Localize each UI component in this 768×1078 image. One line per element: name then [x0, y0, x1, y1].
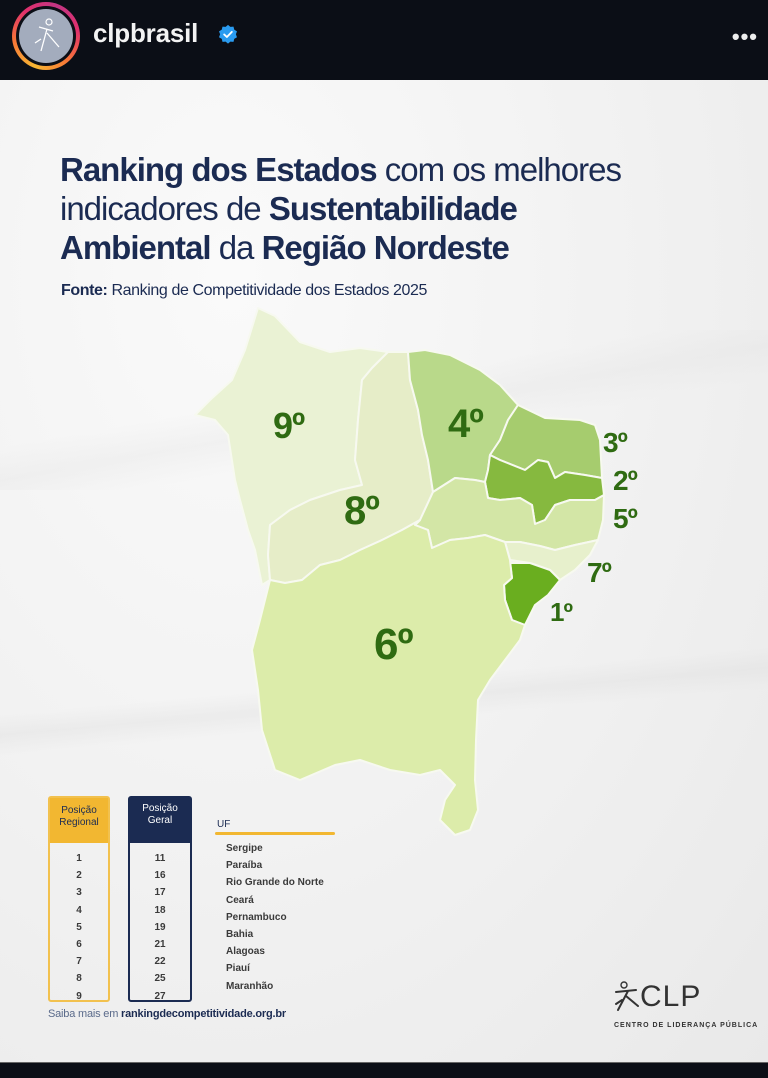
header-text: Posição	[142, 803, 178, 814]
header-text: Regional	[59, 817, 99, 828]
cell-uf: Bahia	[226, 928, 254, 940]
cell-geral: 19	[154, 921, 166, 933]
title-bold: Região Nordeste	[261, 229, 510, 266]
rank-label-ceara: 4º	[448, 402, 484, 446]
cell-geral: 27	[154, 990, 166, 1002]
header-text: Geral	[147, 815, 173, 826]
cell-geral: 21	[154, 938, 166, 950]
cell-regional: 1	[76, 853, 82, 864]
source-label: Fonte:	[61, 282, 108, 299]
title-bold: Ranking dos Estados	[60, 151, 378, 188]
general-header: Posição Geral	[130, 798, 190, 843]
uf-header: UF	[217, 819, 231, 830]
post-header: clpbrasil •••	[0, 0, 768, 80]
rank-label-bahia: 6º	[374, 620, 414, 669]
clp-figure-icon	[34, 18, 60, 52]
cell-uf: Pernambuco	[226, 911, 287, 923]
title-regular: com os melhores	[376, 151, 622, 188]
regional-position-column: Posição Regional 1 2 3 4 5 6 7 8 9	[48, 796, 110, 1002]
uf-column: Sergipe Paraíba Rio Grande do Norte Cear…	[226, 840, 324, 995]
rank-label-sergipe: 1º	[550, 597, 573, 627]
title-regular: indicadores de	[60, 190, 269, 227]
cell-uf: Alagoas	[226, 946, 265, 958]
verified-badge-icon	[219, 24, 237, 44]
cell-regional: 5	[76, 921, 82, 933]
regional-header: Posição Regional	[50, 798, 108, 843]
cell-regional: 2	[76, 870, 82, 882]
cell-uf: Piauí	[226, 963, 250, 975]
northeast-map	[194, 307, 605, 836]
rank-label-rio-grande-do-norte: 3º	[603, 427, 628, 458]
rank-label-paraiba: 2º	[613, 465, 638, 496]
source-caption: Fonte: Ranking de Competitividade dos Es…	[61, 282, 427, 300]
source-text: Ranking de Competitividade dos Estados 2…	[107, 282, 428, 299]
cell-uf: Rio Grande do Norte	[226, 877, 324, 889]
cell-regional: 7	[76, 956, 82, 968]
more-options-button[interactable]: •••	[731, 24, 758, 49]
cell-regional: 3	[76, 887, 82, 899]
cell-geral: 11	[154, 853, 166, 864]
more-info-prefix: Saiba mais em	[48, 1008, 122, 1020]
cell-regional: 6	[76, 938, 82, 950]
cell-uf: Ceará	[226, 894, 254, 906]
header-text: Posição	[61, 805, 97, 816]
logo-subtitle: CENTRO DE LIDERANÇA PÚBLICA	[614, 1022, 759, 1029]
more-info-text: Saiba mais em rankingdecompetitividade.o…	[48, 1008, 286, 1020]
uf-underline	[215, 832, 335, 835]
cell-regional: 4	[76, 904, 82, 916]
cell-regional: 9	[76, 990, 82, 1002]
username[interactable]: clpbrasil	[93, 18, 199, 48]
cell-geral: 16	[154, 870, 166, 882]
post-image: Ranking dos Estados com os melhores indi…	[0, 80, 768, 1062]
clp-figure-icon	[615, 981, 639, 1011]
rank-label-maranhao: 9º	[273, 405, 305, 446]
avatar-image	[19, 9, 73, 63]
avatar[interactable]	[16, 6, 76, 66]
logo-text: CLP	[640, 980, 702, 1013]
title-bold: Ambiental	[60, 229, 212, 266]
cell-geral: 22	[154, 956, 166, 968]
story-ring[interactable]	[12, 2, 80, 70]
rank-label-pernambuco: 5º	[613, 503, 638, 534]
cell-geral: 25	[154, 973, 166, 985]
cell-uf: Maranhão	[226, 980, 274, 992]
rank-label-piaui: 8º	[344, 489, 380, 533]
cell-uf: Paraíba	[226, 860, 263, 872]
bottom-bar	[0, 1062, 768, 1078]
more-info-link: rankingdecompetitividade.org.br	[121, 1008, 286, 1020]
infographic-title: Ranking dos Estados com os melhores indi…	[60, 150, 740, 267]
general-position-column: Posição Geral 11 16 17 18 19 21 22 25 27	[128, 796, 192, 1002]
state-bahia	[251, 519, 526, 836]
rank-label-alagoas: 7º	[587, 557, 612, 588]
title-bold: Sustentabilidade	[268, 190, 518, 227]
cell-regional: 8	[76, 973, 82, 985]
cell-geral: 18	[154, 904, 166, 916]
title-regular: da	[210, 229, 262, 266]
cell-geral: 17	[154, 887, 166, 899]
cell-uf: Sergipe	[226, 843, 263, 854]
